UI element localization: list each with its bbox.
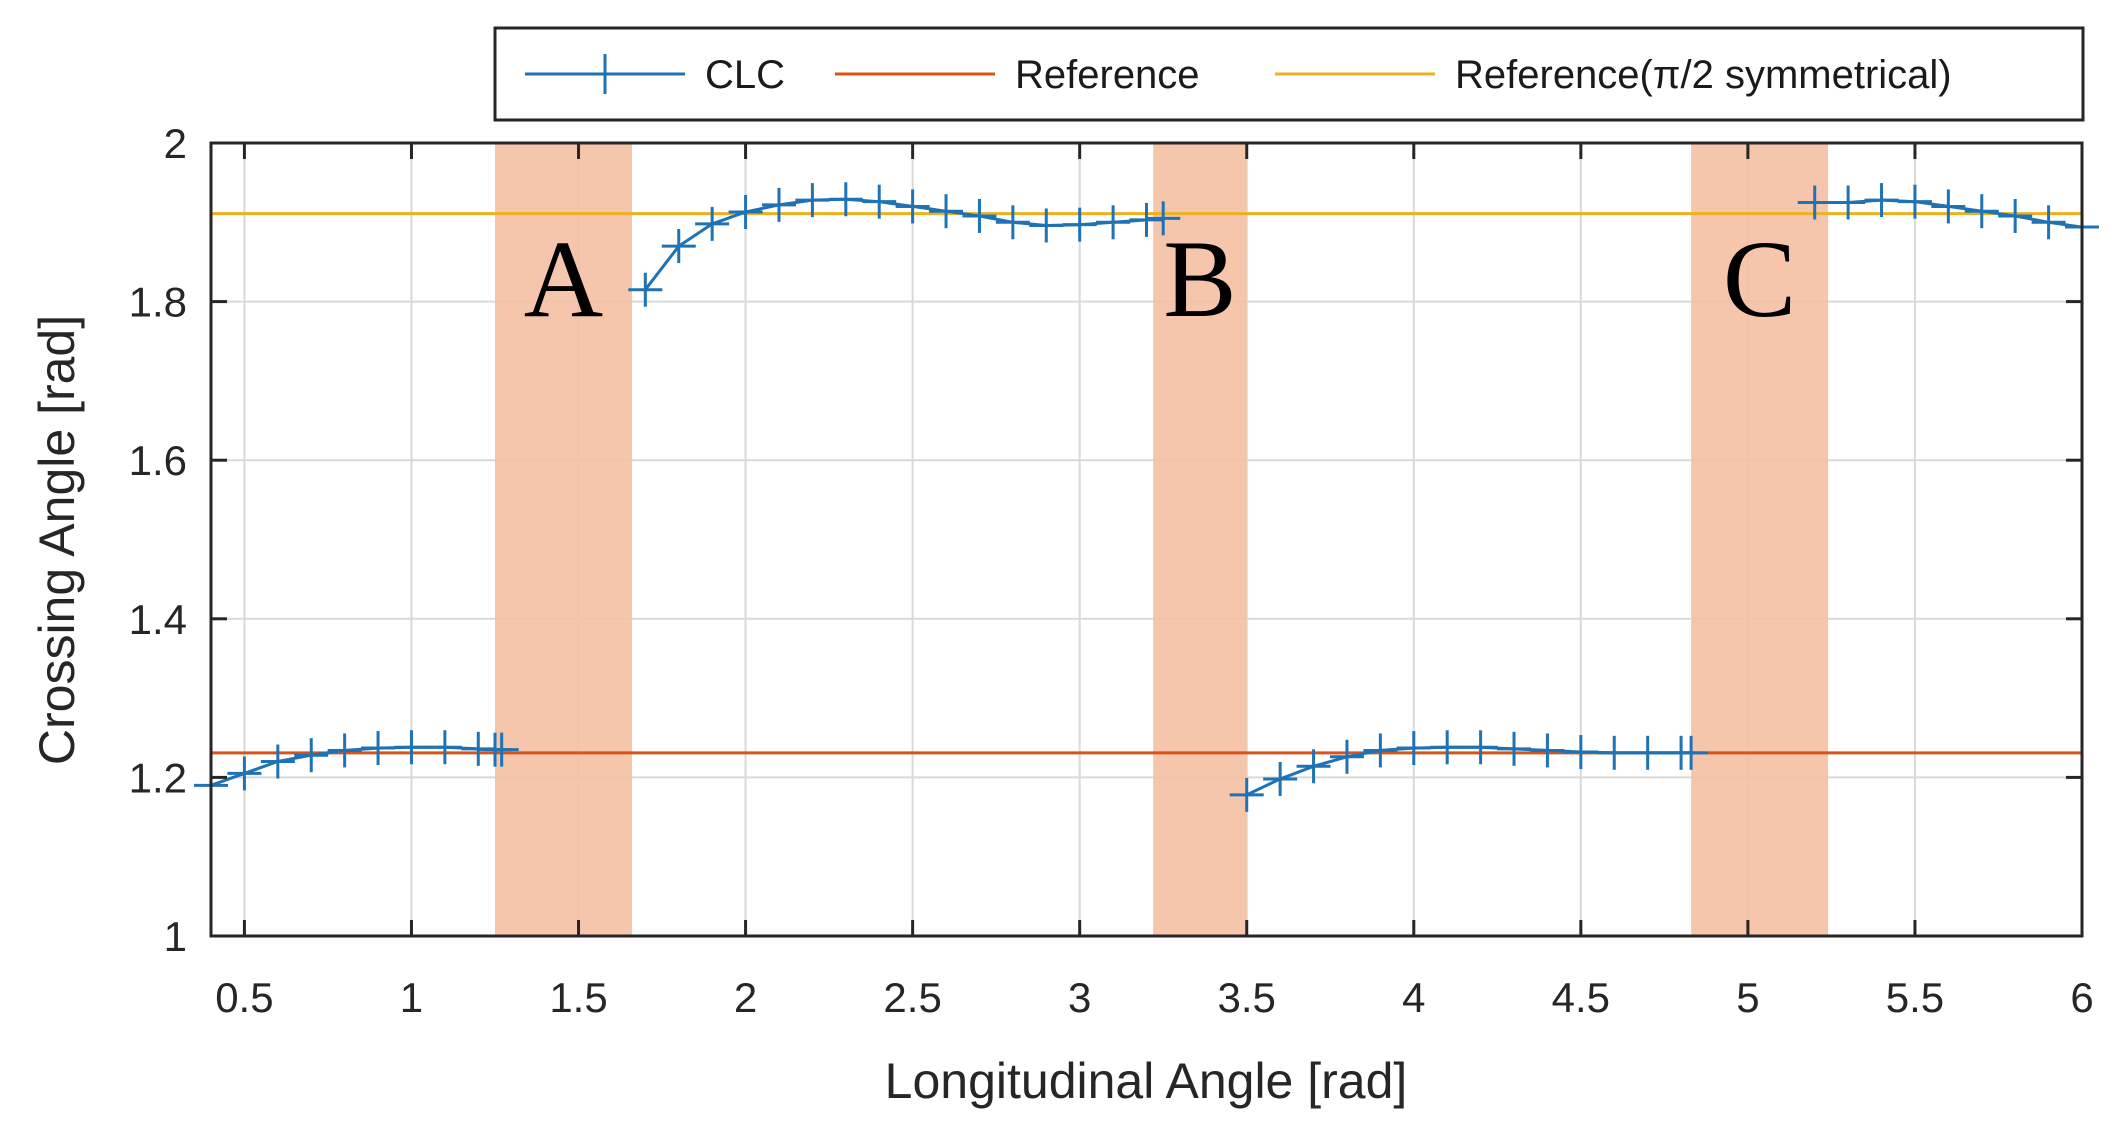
region-label-a: A [524, 218, 603, 340]
clc-point-1-3 [728, 194, 763, 229]
clc-point-1-1 [661, 229, 696, 264]
clc-point-2-4 [1363, 733, 1398, 768]
clc-point-1-11 [995, 205, 1030, 240]
clc-point-3-1 [1831, 185, 1866, 220]
x-tick-label-8: 4.5 [1552, 974, 1610, 1021]
clc-point-3-5 [1964, 194, 1999, 229]
x-tick-label-6: 3.5 [1218, 974, 1276, 1021]
y-tick-label-0: 1 [164, 913, 187, 960]
clc-point-1-5 [795, 183, 830, 218]
clc-point-1-0 [628, 272, 663, 307]
y-tick-label-3: 1.6 [129, 437, 187, 484]
clc-point-0-6 [394, 730, 429, 765]
legend-label-reference-symmetrical: Reference(π/2 symmetrical) [1455, 53, 1952, 97]
region-labels: A B C [524, 218, 1797, 340]
x-tick-label-11: 6 [2070, 974, 2093, 1021]
clc-point-3-3 [1897, 184, 1932, 219]
clc-point-0-10 [484, 732, 519, 767]
clc-point-1-7 [862, 184, 897, 219]
clc-point-1-14 [1096, 205, 1131, 240]
y-tick-label-1: 1.2 [129, 754, 187, 801]
y-tick-label-2: 1.4 [129, 596, 187, 643]
x-tick-label-7: 4 [1402, 974, 1425, 1021]
clc-point-2-0 [1229, 777, 1264, 812]
region-label-b: B [1163, 218, 1236, 340]
y-tick-label-5: 2 [164, 120, 187, 167]
y-tick-label-4: 1.8 [129, 279, 187, 326]
clc-point-3-0 [1797, 185, 1832, 220]
clc-point-2-5 [1396, 731, 1431, 766]
x-tick-label-0: 0.5 [215, 974, 273, 1021]
x-tick-label-1: 1 [400, 974, 423, 1021]
clc-point-2-3 [1329, 739, 1364, 774]
clc-point-2-9 [1530, 733, 1565, 768]
x-axis-label: Longitudinal Angle [rad] [885, 1053, 1408, 1109]
x-tick-label-10: 5.5 [1886, 974, 1944, 1021]
clc-point-0-1 [227, 756, 262, 791]
clc-point-1-9 [929, 194, 964, 229]
clc-point-0-4 [327, 733, 362, 768]
x-tick-label-9: 5 [1736, 974, 1759, 1021]
clc-point-3-4 [1931, 189, 1966, 224]
clc-point-2-8 [1497, 731, 1532, 766]
shaded-regions [494, 143, 1829, 936]
clc-point-1-2 [695, 206, 730, 241]
clc-point-0-5 [361, 731, 396, 766]
clc-point-1-8 [895, 189, 930, 224]
clc-point-2-10 [1563, 735, 1598, 770]
y-tick-labels: 1 1.2 1.4 1.6 1.8 2 [129, 120, 187, 960]
clc-point-2-14 [1674, 735, 1709, 770]
x-tick-label-4: 2.5 [883, 974, 941, 1021]
clc-point-2-6 [1430, 730, 1465, 765]
clc-point-1-10 [962, 198, 997, 233]
x-tick-label-3: 2 [734, 974, 757, 1021]
clc-point-0-2 [260, 744, 295, 779]
clc-point-1-13 [1062, 207, 1097, 242]
clc-point-0-3 [294, 738, 329, 773]
shaded-region-a [494, 143, 632, 936]
clc-point-2-2 [1296, 749, 1331, 784]
clc-point-1-4 [761, 187, 796, 222]
clc-point-2-11 [1597, 735, 1632, 770]
region-label-c: C [1723, 218, 1796, 340]
clc-point-2-1 [1263, 761, 1298, 796]
shaded-region-b [1153, 143, 1247, 936]
clc-point-1-16 [1146, 201, 1181, 236]
clc-point-2-7 [1463, 730, 1498, 765]
clc-point-3-7 [2031, 205, 2066, 240]
axis-ticks [211, 141, 2084, 938]
clc-point-1-15 [1129, 202, 1164, 237]
x-tick-labels: 0.5 1 1.5 2 2.5 3 3.5 4 4.5 5 5.5 6 [215, 974, 2093, 1021]
plot-frame [209, 141, 2084, 938]
legend: CLC Reference Reference(π/2 symmetrical) [493, 26, 2085, 122]
clc-point-1-12 [1029, 208, 1064, 243]
x-tick-label-5: 3 [1068, 974, 1091, 1021]
legend-label-reference: Reference [1015, 53, 1200, 97]
shaded-region-c [1691, 143, 1829, 936]
x-tick-label-2: 1.5 [549, 974, 607, 1021]
y-axis-label: Crossing Angle [rad] [29, 315, 85, 765]
clc-point-3-2 [1864, 183, 1899, 218]
clc-point-0-7 [427, 730, 462, 765]
clc-point-1-6 [828, 182, 863, 217]
clc-point-3-6 [1998, 198, 2033, 233]
legend-label-clc: CLC [705, 53, 785, 97]
clc-point-2-12 [1630, 735, 1665, 770]
